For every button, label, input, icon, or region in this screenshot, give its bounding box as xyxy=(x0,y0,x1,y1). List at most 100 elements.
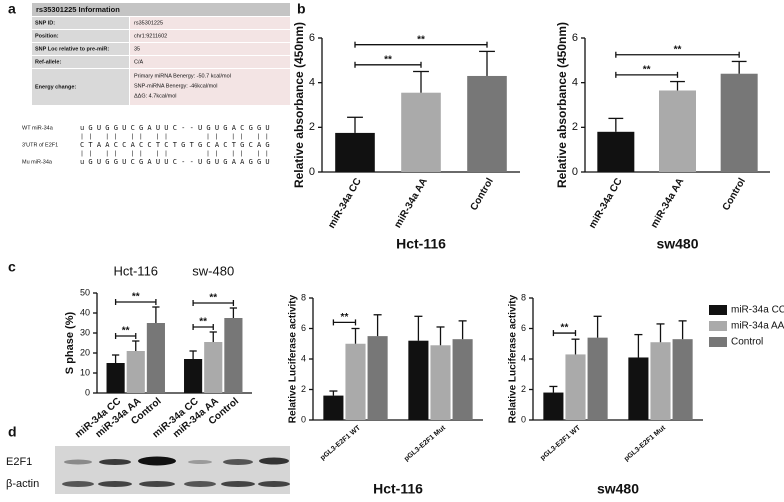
alignment-sequence: u G U G G U C G A U U C - - U G U G A C … xyxy=(80,124,270,132)
y-tick-label: 0 xyxy=(85,387,90,397)
y-tick-label: 2 xyxy=(309,121,315,133)
significance-label: ** xyxy=(417,34,425,45)
table-title: rs35301225 Information xyxy=(36,5,120,14)
x-tick-label: miR-34a CC xyxy=(587,176,625,230)
bar xyxy=(720,73,758,172)
y-tick-label: 2 xyxy=(521,384,526,394)
table-cell xyxy=(32,56,129,68)
bar xyxy=(650,342,671,420)
y-tick-label: 20 xyxy=(80,347,90,357)
table-label: Energy change: xyxy=(35,84,76,90)
blot-background xyxy=(55,446,290,494)
x-tick-label: miR-34a CC xyxy=(326,176,364,230)
bar xyxy=(204,342,223,393)
significance-label: ** xyxy=(132,292,140,303)
y-tick-label: 10 xyxy=(80,367,90,377)
significance-label: ** xyxy=(674,44,682,55)
table-cell xyxy=(32,69,129,105)
table-value: Primary miRNA Benergy: -50.7 kcal/mol xyxy=(134,73,231,79)
bar xyxy=(672,339,693,420)
x-axis-label: Hct-116 xyxy=(373,481,423,497)
alignment-label: Mu miR-34a xyxy=(22,159,53,165)
x-axis-label: sw480 xyxy=(597,481,639,497)
panel-label: d xyxy=(8,424,17,440)
legend-label: Control xyxy=(731,337,763,348)
table-label: Position: xyxy=(35,33,59,39)
group-label: Hct-116 xyxy=(113,263,158,278)
y-tick-label: 6 xyxy=(309,32,315,44)
y-tick-label: 0 xyxy=(572,166,578,178)
y-tick-label: 6 xyxy=(301,323,306,333)
bar xyxy=(184,359,203,393)
legend-label: miR-34a CC xyxy=(731,305,784,316)
y-tick-label: 50 xyxy=(80,287,90,297)
alignment-sequence: C T A A C C A C C T C T G T G C A C T G … xyxy=(80,141,270,149)
y-tick-label: 2 xyxy=(572,121,578,133)
table-cell xyxy=(130,43,290,55)
y-axis-label: Relative absorbance (450nm) xyxy=(555,22,569,188)
bar xyxy=(430,345,451,420)
table-value: 35 xyxy=(134,46,140,52)
x-tick-label: pGL3-E2F1 Mut xyxy=(623,424,667,463)
legend-swatch xyxy=(709,305,727,315)
bar xyxy=(408,340,429,420)
y-tick-label: 0 xyxy=(521,414,526,424)
table-label: SNP Loc relative to pre-miR: xyxy=(35,46,109,52)
y-tick-label: 8 xyxy=(301,292,306,302)
y-axis-label: S phase (%) xyxy=(64,311,76,374)
x-tick-label: pGL3-E2F1 Mut xyxy=(403,424,447,463)
bar xyxy=(106,363,125,393)
bar xyxy=(587,337,608,420)
table-value: C/A xyxy=(134,59,144,65)
panel-label: a xyxy=(8,1,16,17)
x-axis-label: Hct-116 xyxy=(396,236,446,252)
legend-swatch xyxy=(709,321,727,331)
y-tick-label: 8 xyxy=(521,292,526,302)
significance-label: ** xyxy=(384,54,392,65)
significance-label: ** xyxy=(561,323,569,334)
y-tick-label: 4 xyxy=(521,353,526,363)
x-tick-label: Control xyxy=(721,176,748,212)
y-tick-label: 30 xyxy=(80,327,90,337)
bar xyxy=(345,343,366,420)
bar xyxy=(335,132,375,172)
table-label: Ref-allele: xyxy=(35,59,61,65)
group-label: sw-480 xyxy=(192,263,234,278)
table-value: chr1:9211602 xyxy=(134,33,167,39)
panel-label: c xyxy=(8,259,16,275)
panel-label: b xyxy=(297,1,306,17)
alignment-sequence: u G U G G U C G A U U C - - U G U G A A … xyxy=(80,158,270,166)
table-cell xyxy=(32,17,129,29)
table-value: rs35301225 xyxy=(134,20,163,26)
bar xyxy=(126,351,145,393)
significance-label: ** xyxy=(643,64,651,75)
bar xyxy=(224,318,243,393)
y-tick-label: 0 xyxy=(309,166,315,178)
bar xyxy=(597,131,635,172)
bar xyxy=(146,323,165,393)
bar xyxy=(543,392,564,420)
y-tick-label: 40 xyxy=(80,307,90,317)
x-tick-label: miR-34a AA xyxy=(649,176,686,230)
blot-label: E2F1 xyxy=(6,456,32,468)
x-tick-label: pGL3-E2F1 WT xyxy=(319,424,362,462)
y-tick-label: 6 xyxy=(572,32,578,44)
y-axis-label: Relative absorbance (450nm) xyxy=(292,22,306,188)
y-tick-label: 4 xyxy=(309,77,315,89)
x-tick-label: pGL3-E2F1 WT xyxy=(539,424,582,462)
blot-bands xyxy=(62,456,290,487)
bar xyxy=(401,92,441,172)
y-tick-label: 6 xyxy=(521,323,526,333)
bar xyxy=(565,354,586,420)
table-value: SNP-miRNA Benergy: -46kcal/mol xyxy=(134,83,217,89)
table-title-bg xyxy=(32,3,290,16)
table-label: SNP ID: xyxy=(35,20,55,26)
significance-label: ** xyxy=(122,326,130,337)
bar xyxy=(467,75,507,172)
bar xyxy=(323,395,344,420)
y-tick-label: 0 xyxy=(301,414,306,424)
blot-label: β-actin xyxy=(6,478,39,490)
y-tick-label: 2 xyxy=(301,384,306,394)
table-cell xyxy=(130,17,290,29)
